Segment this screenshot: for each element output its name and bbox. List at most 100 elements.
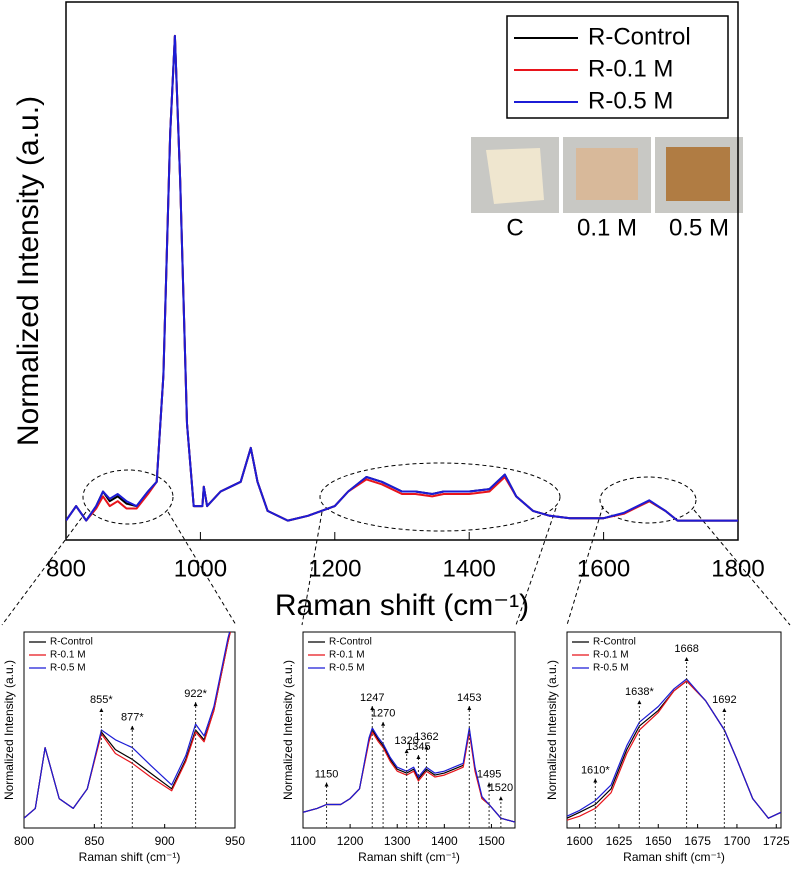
annotation-label: 1320 [394,735,418,747]
zoom-line [693,509,791,626]
x-axis-label: Raman shift (cm⁻¹) [358,850,460,864]
x-axis-label: Raman shift (cm⁻¹) [623,850,725,864]
annotation-label: 1453 [457,692,481,704]
annotation-label: 1150 [315,768,339,780]
annotation-arrow [498,796,503,801]
annotation-arrow [404,749,409,754]
annotation-arrow [593,778,598,783]
legend-label: R-Control [329,637,372,648]
y-axis-label: Normalized Intensity (a.u.) [545,660,559,800]
series-group [567,678,781,821]
x-tick-label: 1400 [443,555,496,582]
sample [666,147,730,201]
x-tick-label: 800 [46,555,86,582]
zoom-guides [1,462,791,626]
annotation-label: 855* [90,694,113,706]
plot-frame [65,1,739,541]
annotation-label: 1270 [371,708,395,720]
series-line [567,680,781,821]
x-tick-label: 1675 [684,834,711,848]
y-axis-label: Normalized Intensity (a.u.) [2,660,16,800]
annotation-arrow [487,782,492,787]
legend-label: R-0.1 M [593,650,629,661]
series-line [66,34,738,522]
sample [576,148,638,200]
legend-label: R-0.1 M [50,650,86,661]
x-tick-label: 1650 [645,834,672,848]
annotation-arrow [99,708,104,712]
annotation-arrow [324,782,329,787]
annotation-label: 1638* [625,686,654,698]
sample-label: 0.5 M [669,214,729,241]
x-tick-label: 1625 [606,834,633,848]
zoom-ellipse [599,476,697,524]
x-tick-label: 1725 [763,834,790,848]
x-tick-label: 1800 [711,555,764,582]
y-axis-label: Normalized Intensity (a.u.) [12,96,45,446]
legend-label: R-0.1 M [329,650,365,661]
x-tick-label: 1100 [290,834,316,848]
annotation-label: 1362 [414,731,438,743]
sample [486,148,544,204]
annotation-arrow [370,706,375,711]
sample-photos [471,137,743,213]
annotation-label: 1520 [489,782,513,794]
annotation-arrow [416,755,421,760]
series-line [303,727,515,823]
annotation-label: 1247 [360,692,384,704]
zoom-line [1,511,87,626]
sample-label: C [506,214,523,241]
legend-label: R-0.5 M [588,87,673,114]
x-tick-label: 1300 [384,834,411,848]
annotation-arrow [130,725,135,730]
series-line [567,678,781,819]
legend-label: R-0.5 M [50,663,86,674]
annotation-arrow [684,657,689,662]
plot-frame [302,631,516,829]
x-tick-label: 1600 [577,555,630,582]
plot-frame [566,631,782,829]
legend-label: R-Control [588,23,691,50]
x-axis-label: Raman shift (cm⁻¹) [79,850,181,864]
annotation-arrow [193,702,198,707]
annotation-label: 1692 [712,694,736,706]
legend-label: R-0.1 M [588,55,673,82]
x-tick-label: 1400 [431,834,458,848]
annotation-label: 1345 [406,741,430,753]
legend-label: R-Control [593,637,636,648]
plot-frame [23,631,236,829]
annotation-arrow [467,706,472,711]
annotation-label: 1668 [674,643,698,655]
x-tick-label: 1500 [478,834,505,848]
annotation-label: 922* [184,688,207,700]
annotation-label: 877* [121,712,144,724]
sample-label: 0.1 M [577,214,637,241]
x-tick-label: 1000 [174,555,227,582]
zoom-ellipse [82,469,174,525]
series-group [303,727,515,823]
series-group [66,34,738,522]
annotation-arrow [381,721,386,726]
x-tick-label: 1600 [566,834,593,848]
legend-label: R-Control [50,637,93,648]
x-tick-label: 850 [84,834,104,848]
x-tick-label: 1700 [724,834,751,848]
legend-label: R-0.5 M [593,663,629,674]
annotation-arrow [722,708,727,712]
annotation-arrow [424,745,429,750]
zoom-ellipse [319,462,561,532]
x-axis-label: Raman shift (cm⁻¹) [275,589,529,622]
x-tick-label: 1200 [308,555,361,582]
x-tick-label: 950 [225,834,245,848]
x-tick-label: 900 [155,834,175,848]
x-tick-label: 800 [14,834,34,848]
annotation-label: 1495 [477,768,501,780]
x-tick-label: 1200 [337,834,364,848]
annotation-label: 1610* [581,764,610,776]
zoom-line [167,511,237,626]
legend-label: R-0.5 M [329,663,365,674]
zoom-line [301,511,323,626]
y-axis-label: Normalized Intensity (a.u.) [281,660,295,800]
annotation-arrow [637,700,642,705]
